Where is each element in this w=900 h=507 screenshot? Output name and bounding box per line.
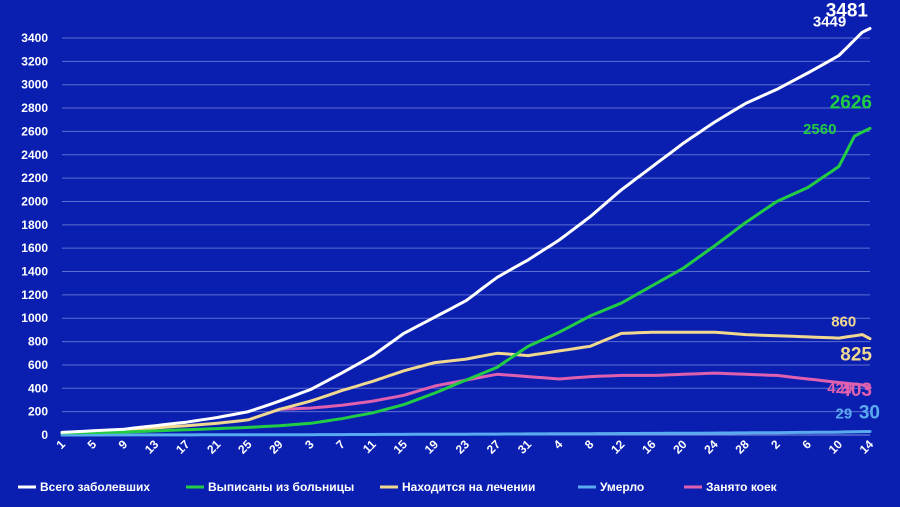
y-tick-label: 2000 (21, 194, 48, 208)
y-tick-label: 200 (28, 405, 48, 419)
gridlines (62, 37, 870, 436)
callout-beds: 429 (827, 380, 852, 397)
callout-died: 30 (859, 402, 880, 423)
y-tick-label: 2200 (21, 171, 48, 185)
legend-label-discharged: Выписаны из больницы (208, 480, 354, 494)
callout-total: 3449 (813, 13, 846, 30)
series-line-treatment (60, 330, 872, 435)
legend-label-treatment: Находится на лечении (402, 480, 535, 494)
callout-discharged: 2626 (830, 92, 872, 113)
y-tick-label: 1600 (21, 241, 48, 255)
y-tick-label: 600 (28, 358, 48, 372)
y-tick-label: 2400 (21, 148, 48, 162)
legend: Всего заболевших Выписаны из больницы Нахо… (18, 480, 778, 494)
callout-beds: 403 (840, 380, 872, 401)
legend-label-died: Умерло (600, 480, 644, 494)
series-lines (60, 27, 872, 437)
y-tick-label: 1200 (21, 288, 48, 302)
y-tick-label: 1000 (21, 311, 48, 325)
y-tick-label: 1800 (21, 218, 48, 232)
y-tick-label: 3000 (21, 78, 48, 92)
y-tick-label: 1400 (21, 265, 48, 279)
callout-died: 29 (836, 406, 853, 423)
y-tick-label: 2600 (21, 124, 48, 138)
callout-treatment: 825 (840, 345, 872, 366)
legend-label-beds: Занято коек (706, 480, 778, 494)
series-line-died (60, 430, 872, 437)
y-tick-label: 3200 (21, 54, 48, 68)
legend-label-total: Всего заболевших (40, 480, 150, 494)
series-line-total (60, 27, 872, 434)
y-tick-label: 2800 (21, 101, 48, 115)
series-line-discharged (60, 126, 872, 435)
series-line-beds (278, 371, 872, 411)
y-tick-label: 400 (28, 381, 48, 395)
y-axis: 0 200 400 600 800 1000 1200 1400 1600 1800 2000 220… (21, 31, 48, 442)
callout-discharged: 2560 (803, 121, 836, 138)
y-tick-label: 800 (28, 335, 48, 349)
callout-treatment: 860 (831, 314, 856, 331)
y-tick-label: 0 (41, 428, 48, 442)
callout-total: 3481 (826, 1, 869, 22)
y-tick-label: 3400 (21, 31, 48, 45)
